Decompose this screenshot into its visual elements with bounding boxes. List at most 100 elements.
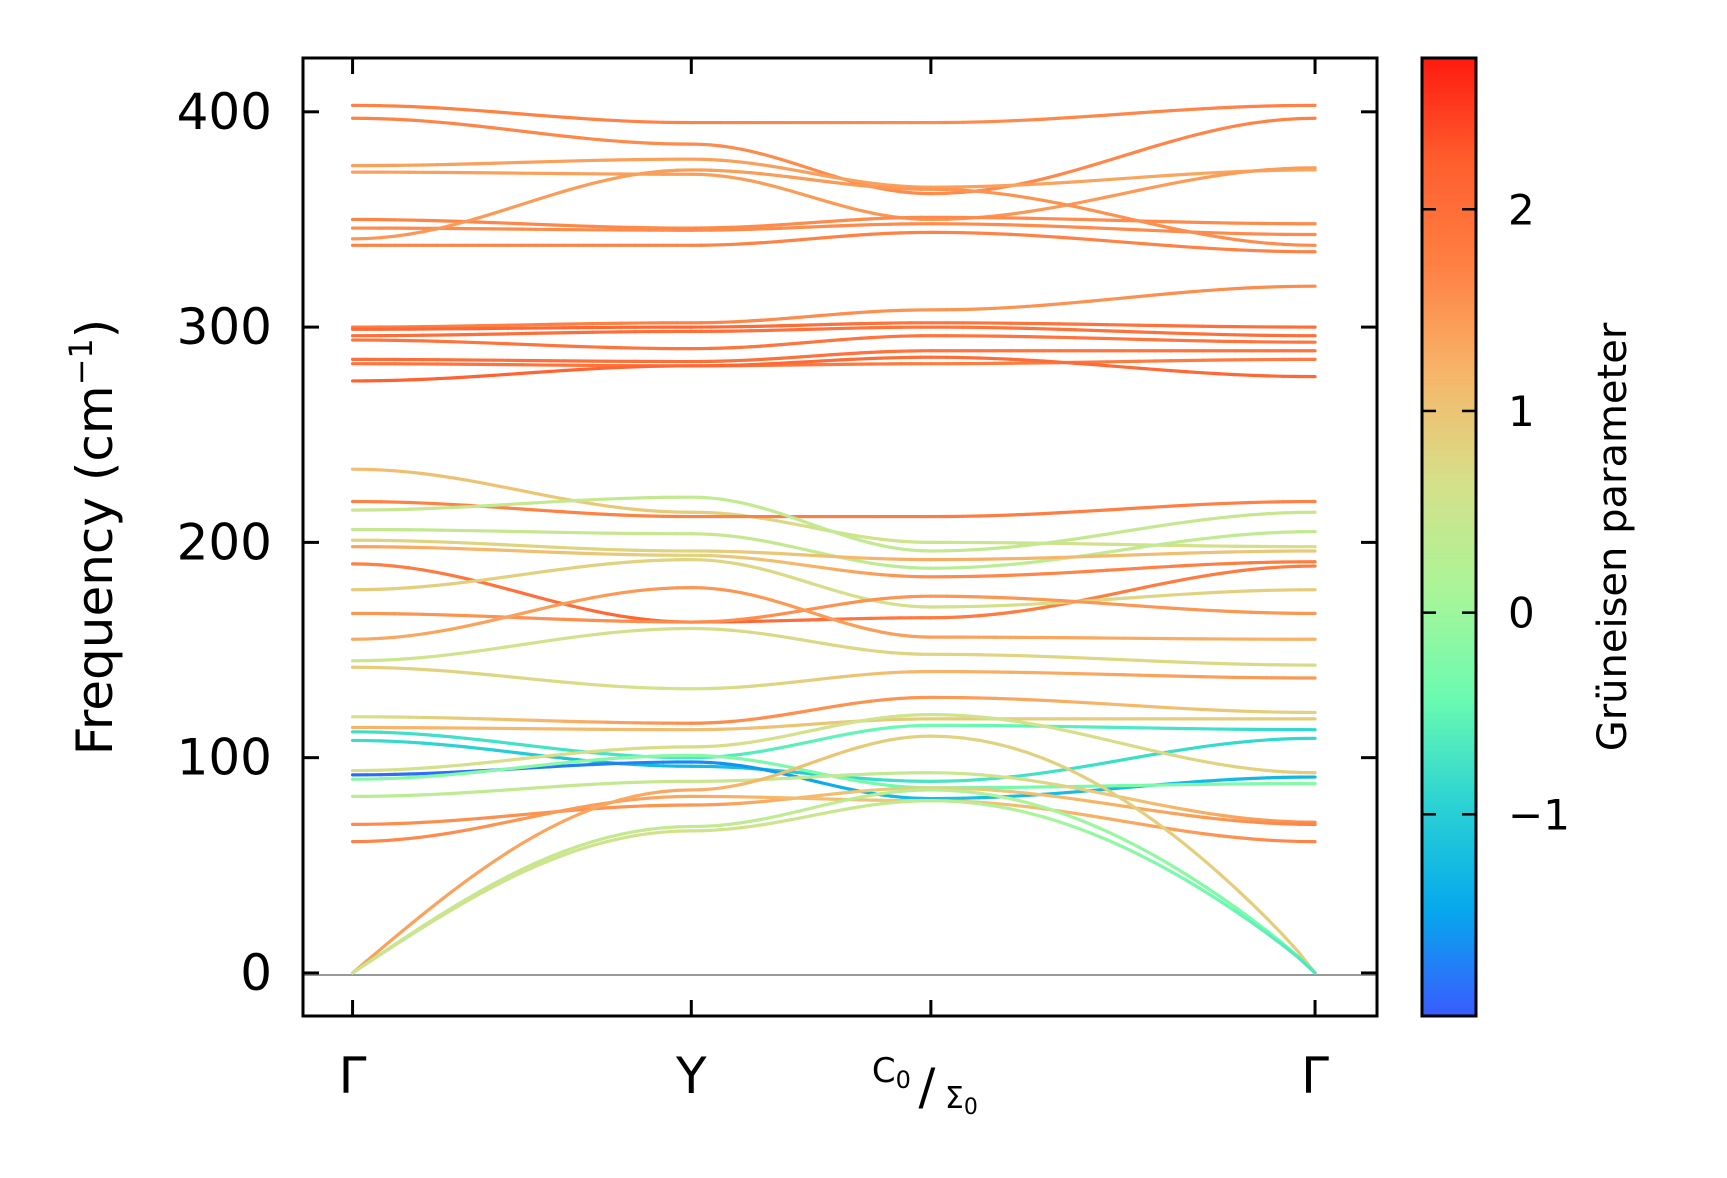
- y-tick-label: 100: [177, 729, 272, 787]
- colorbar-tick-label: 0: [1508, 589, 1535, 638]
- band-segment: [492, 874, 510, 886]
- band-14: [350, 357, 1317, 368]
- band-segment: [719, 144, 733, 150]
- band-segment: [1073, 825, 1093, 835]
- band-segment: [739, 241, 753, 246]
- band-segment: [506, 548, 524, 553]
- band-segment: [1137, 808, 1157, 824]
- band-segment: [859, 310, 873, 315]
- band-segment: [506, 757, 524, 762]
- band-segment: [889, 650, 903, 655]
- band-segment: [1281, 933, 1301, 955]
- band-segment: [1137, 219, 1157, 227]
- band-segment: [839, 790, 853, 795]
- band-segment: [719, 559, 733, 565]
- band-segment: [1185, 107, 1205, 112]
- band-segment: [1025, 233, 1045, 238]
- band-segment: [393, 739, 411, 744]
- band-segment: [407, 835, 425, 841]
- band-segment: [1009, 608, 1029, 614]
- band-9: [350, 284, 1317, 329]
- band-segment: [759, 317, 773, 322]
- band-segment: [759, 737, 773, 743]
- band-segment: [1089, 554, 1109, 559]
- band-segment: [1009, 789, 1029, 795]
- band-segment: [709, 754, 723, 759]
- band-segment: [1233, 561, 1253, 565]
- band-segment: [605, 752, 623, 757]
- band-segment: [1201, 173, 1221, 180]
- band-segment: [633, 170, 651, 177]
- band-segment: [961, 188, 981, 194]
- band-segment: [1153, 861, 1173, 874]
- band-segment: [859, 742, 873, 749]
- band-segment: [961, 736, 981, 742]
- band-segment: [993, 183, 1013, 188]
- band-segment: [849, 623, 863, 630]
- band-segment: [945, 187, 965, 192]
- band-segment: [1009, 807, 1029, 815]
- band-segment: [449, 669, 468, 675]
- band-segment: [492, 767, 510, 773]
- band-segment: [1041, 601, 1061, 606]
- band-segment: [719, 627, 733, 632]
- band-segment: [1217, 533, 1237, 539]
- band-segment: [1201, 230, 1221, 235]
- band-segment: [1233, 567, 1253, 574]
- band-segment: [1249, 901, 1269, 921]
- band-segment: [1153, 580, 1173, 587]
- band-segment: [1041, 571, 1061, 576]
- band-segment: [633, 831, 651, 838]
- band-segment: [849, 593, 863, 600]
- band-segment: [1041, 234, 1061, 239]
- band-segment: [562, 680, 580, 685]
- band-segment: [590, 836, 609, 844]
- band-segment: [1089, 532, 1109, 539]
- band-segment: [819, 641, 833, 647]
- band-32: [350, 713, 1317, 775]
- band-segment: [859, 571, 873, 576]
- band-segment: [829, 703, 843, 709]
- band-segment: [729, 175, 743, 181]
- band-segment: [889, 632, 903, 637]
- band-segment: [879, 782, 893, 788]
- band-segment: [1009, 193, 1029, 200]
- band-segment: [647, 509, 665, 514]
- band-segment: [1137, 366, 1157, 372]
- band-segment: [1025, 810, 1045, 819]
- band-segment: [819, 565, 833, 571]
- band-segment: [1041, 793, 1061, 799]
- band-segment: [789, 561, 803, 567]
- band-segment: [463, 123, 482, 128]
- band-segment: [449, 121, 468, 127]
- band-segment: [1041, 724, 1061, 731]
- band-segment: [477, 884, 496, 896]
- band-segment: [1265, 530, 1285, 535]
- band-segment: [829, 733, 843, 739]
- band-segment: [769, 813, 783, 820]
- band-segment: [1281, 819, 1301, 824]
- band-segment: [869, 628, 883, 634]
- band-segment: [829, 720, 843, 725]
- band-segment: [759, 815, 773, 821]
- band-segment: [1089, 328, 1109, 333]
- band-segment: [819, 735, 833, 742]
- band-segment: [961, 565, 981, 570]
- band-26: [350, 626, 1317, 667]
- x-tick-label-bottom: Σ0: [945, 1081, 978, 1120]
- band-segment: [779, 174, 793, 179]
- band-segment: [576, 782, 595, 787]
- band-segment: [633, 827, 651, 834]
- band-segment: [393, 634, 411, 639]
- band-segment: [849, 557, 863, 564]
- band-segment: [1217, 813, 1237, 819]
- band-segment: [739, 591, 753, 597]
- band-segment: [889, 789, 903, 795]
- band-segment: [1265, 285, 1285, 289]
- band-segment: [590, 547, 609, 552]
- band-segment: [1025, 117, 1045, 122]
- band-segment: [799, 523, 813, 529]
- band-segment: [809, 793, 823, 799]
- band-segment: [729, 762, 743, 768]
- band-segment: [562, 598, 580, 606]
